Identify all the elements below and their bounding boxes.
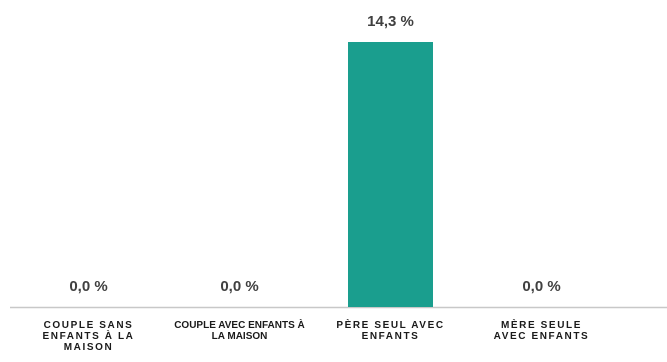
- value-label: 0,0 %: [522, 278, 560, 295]
- x-tick-label: MÈRE SEULE AVEC ENFANTS: [493, 320, 590, 342]
- value-label: 0,0 %: [69, 278, 107, 295]
- value-label: 14,3 %: [367, 13, 414, 30]
- bar: [348, 42, 433, 307]
- x-tick-label: COUPLE SANS ENFANTS À LA MAISON: [42, 320, 135, 353]
- x-tick-label: PÈRE SEUL AVEC ENFANTS: [336, 320, 445, 342]
- value-label: 0,0 %: [220, 278, 258, 295]
- x-tick-label: COUPLE AVEC ENFANTS À LA MAISON: [174, 320, 305, 342]
